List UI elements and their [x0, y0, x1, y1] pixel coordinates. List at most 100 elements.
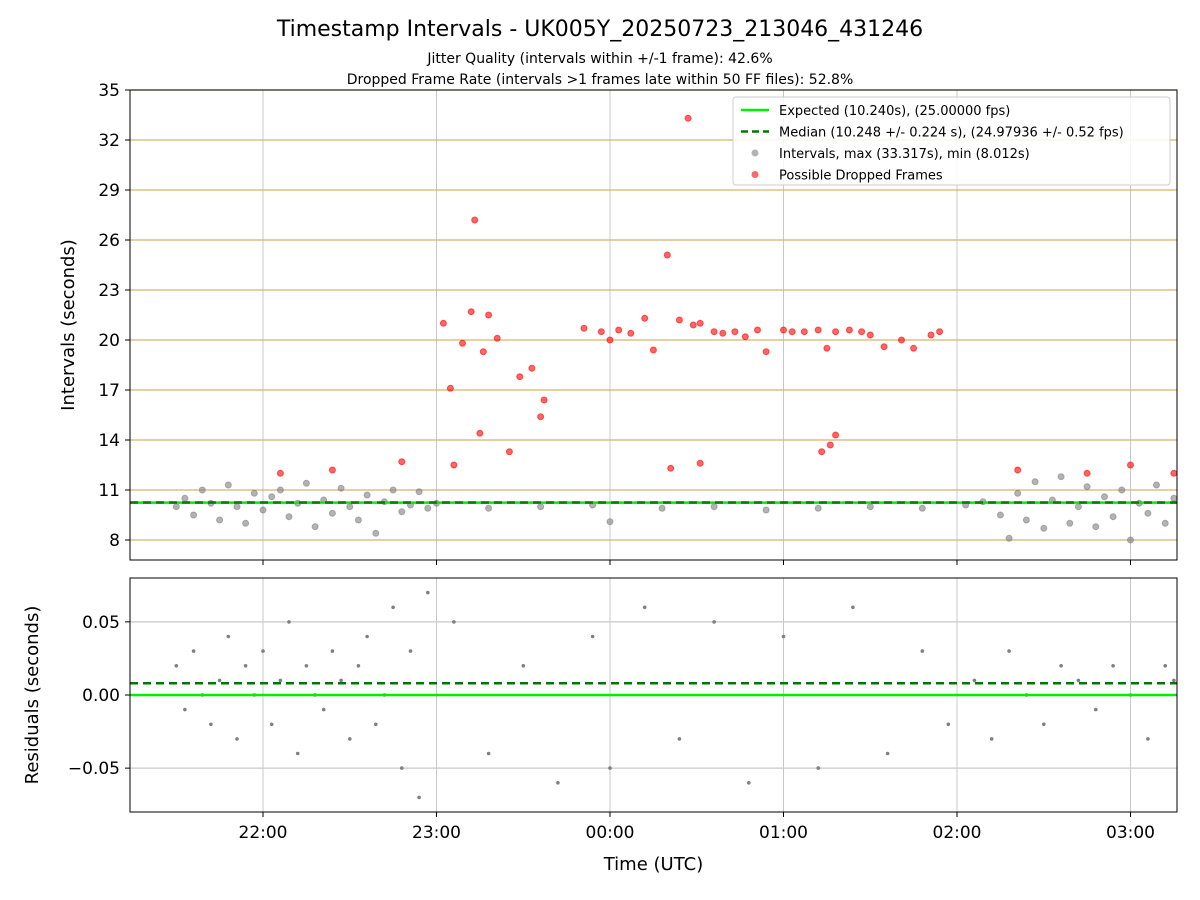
dropped-frame-point [927, 331, 935, 339]
interval-point [417, 795, 421, 800]
interval-point [235, 737, 239, 741]
chart-subtitle-dropped: Dropped Frame Rate (intervals >1 frames … [347, 72, 854, 88]
interval-point [486, 751, 491, 756]
interval-point [946, 722, 951, 727]
dropped-frame-point [1170, 469, 1177, 477]
interval-point [365, 634, 369, 639]
dropped-frame-point [446, 384, 454, 392]
interval-point [398, 508, 406, 516]
interval-point [276, 486, 284, 494]
dropped-frame-point [1014, 466, 1022, 474]
interval-point [814, 504, 822, 512]
interval-point [918, 504, 926, 512]
legend-intervals-swatch [751, 149, 759, 157]
dropped-frame-point [276, 469, 284, 477]
interval-point [1092, 523, 1100, 531]
interval-point [217, 678, 222, 683]
dropped-frame-point [439, 319, 447, 327]
interval-point [242, 519, 250, 527]
interval-point [302, 479, 310, 487]
interval-point [989, 737, 994, 741]
interval-point [710, 503, 718, 511]
dropped-frame-point [459, 339, 466, 347]
interval-point [259, 506, 267, 514]
dropped-frame-point [516, 373, 524, 381]
interval-point [216, 516, 224, 524]
interval-point [1076, 678, 1081, 683]
interval-point [295, 751, 300, 756]
interval-point [1074, 503, 1082, 511]
dropped-frame-point [800, 328, 808, 336]
interval-point [1146, 737, 1150, 741]
interval-point [233, 503, 241, 511]
dropped-frame-point [398, 458, 406, 466]
dropped-frame-point [471, 216, 479, 224]
interval-point [1172, 678, 1176, 683]
x-tick-label: 01:00 [759, 823, 808, 843]
interval-point [269, 722, 274, 727]
residuals-panel: 0.05 0.00 −0.05 22:00 23:00 00:00 01:00 02:00 03… [22, 577, 1178, 875]
interval-point [606, 518, 614, 526]
dropped-frame-point [910, 344, 918, 352]
y-tick-label: 26 [98, 231, 120, 251]
interval-point [920, 649, 925, 653]
interval-point [866, 503, 874, 511]
dropped-frame-point [866, 331, 874, 339]
interval-point [183, 707, 187, 712]
dropped-frame-point [826, 441, 834, 449]
interval-point [537, 503, 545, 511]
interval-point [278, 678, 283, 683]
dropped-frame-point [936, 328, 944, 336]
dropped-frame-point [667, 464, 675, 472]
dropped-frame-point [450, 461, 458, 469]
interval-point [250, 489, 258, 497]
dropped-frame-point [1083, 469, 1091, 477]
dropped-frame-point [689, 321, 697, 329]
interval-point [424, 504, 432, 512]
interval-point [268, 493, 276, 501]
dropped-frame-point [663, 251, 671, 259]
interval-point [354, 516, 362, 524]
legend-entry: Expected (10.240s), (25.00000 fps) [779, 104, 1010, 119]
interval-point [556, 781, 560, 785]
interval-point [851, 605, 855, 610]
interval-point [191, 649, 196, 653]
data-points [130, 114, 1177, 544]
interval-point [391, 605, 395, 610]
interval-point [1066, 519, 1074, 527]
dropped-frame-point [493, 334, 501, 342]
dropped-frame-point [832, 431, 840, 439]
dropped-frame-point [627, 329, 635, 337]
legend-dropped-swatch [751, 171, 759, 178]
dropped-frame-point [615, 326, 623, 334]
interval-point [311, 523, 319, 531]
legend-entry: Possible Dropped Frames [779, 169, 943, 184]
x-axis-label: Time (UTC) [603, 854, 704, 875]
dropped-frame-point [710, 328, 718, 336]
interval-point [1101, 493, 1108, 501]
interval-point [372, 529, 380, 537]
dropped-frame-point [641, 314, 649, 322]
interval-point [1022, 516, 1030, 524]
interval-point [209, 722, 213, 727]
intervals-panel: 8 11 14 17 20 23 26 29 32 35 Intervals (seconds) Ex… [58, 81, 1178, 565]
interval-point [190, 511, 198, 519]
data-points [130, 590, 1177, 800]
interval-point [224, 481, 232, 489]
interval-point [339, 678, 343, 683]
dropped-frame-point [845, 326, 853, 334]
legend-box [732, 96, 1171, 186]
y-tick-label: 23 [98, 281, 120, 301]
x-tick-label: 23:00 [412, 823, 461, 843]
interval-point [346, 503, 354, 511]
dropped-frame-point [505, 448, 513, 456]
dropped-frame-point [832, 328, 840, 336]
interval-point [590, 634, 595, 639]
interval-point [328, 509, 336, 517]
x-tick-label: 03:00 [1106, 823, 1155, 843]
dropped-frame-point [788, 328, 796, 336]
dropped-frame-point [823, 344, 831, 352]
interval-point [1014, 489, 1022, 497]
legend: Expected (10.240s), (25.00000 fps) Median… [732, 96, 1171, 186]
